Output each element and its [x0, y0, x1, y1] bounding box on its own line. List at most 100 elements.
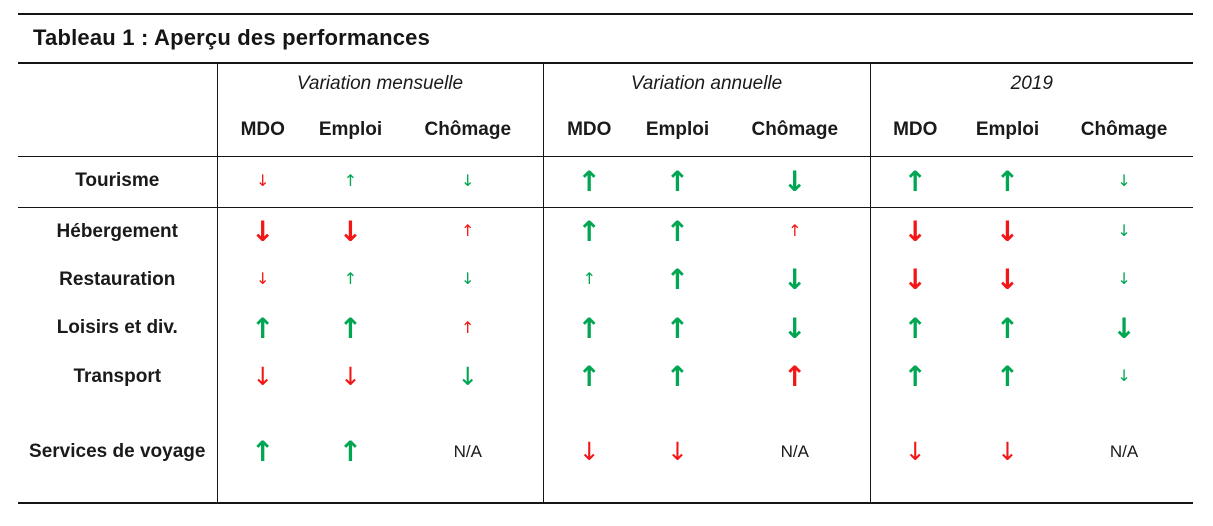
arrow-down-icon: ↓	[1117, 220, 1131, 240]
row-label: Hébergement	[56, 220, 178, 242]
table-cell: ↑	[393, 304, 543, 352]
top-rule	[18, 13, 1193, 15]
arrow-down-icon: ↓	[997, 436, 1018, 466]
table-cell: ↓	[1055, 304, 1193, 352]
arrow-up-icon: ↑	[903, 164, 928, 198]
column-header: Chômage	[393, 104, 544, 157]
corner-cell	[18, 63, 217, 104]
arrow-down-icon: ↓	[667, 436, 688, 466]
arrow-up-icon: ↑	[461, 317, 475, 337]
table-cell: ↑	[635, 207, 720, 256]
arrow-up-icon: ↑	[665, 214, 690, 248]
table-row: Restauration ↓ ↑ ↓ ↑ ↑ ↓ ↓ ↓ ↓	[18, 255, 1193, 305]
table-cell: ↓	[1055, 256, 1193, 304]
arrow-up-icon: ↑	[783, 360, 807, 394]
table-cell: ↓	[393, 256, 543, 304]
arrow-down-icon: ↓	[256, 170, 270, 190]
arrow-down-icon: ↓	[995, 214, 1020, 248]
table-cell: ↓	[1055, 353, 1193, 401]
row-label: Loisirs et div.	[56, 317, 178, 339]
arrow-down-icon: ↓	[903, 214, 928, 248]
arrow-up-icon: ↑	[338, 311, 363, 345]
arrow-down-icon: ↓	[461, 170, 475, 190]
arrow-down-icon: ↓	[903, 263, 928, 297]
arrow-down-icon: ↓	[457, 362, 479, 392]
arrow-up-icon: ↑	[665, 164, 690, 198]
arrow-up-icon: ↑	[577, 214, 601, 248]
arrow-up-icon: ↑	[577, 164, 601, 198]
arrow-down-icon: ↓	[995, 263, 1020, 297]
table-cell: ↓	[720, 256, 870, 304]
table-cell: ↑	[308, 304, 393, 352]
table-cell: N/A	[720, 401, 870, 503]
table-cell: ↓	[308, 353, 393, 401]
arrow-up-icon: ↑	[665, 311, 690, 345]
column-header: Emploi	[308, 104, 393, 157]
performance-table: Variation mensuelle Variation annuelle 201…	[18, 62, 1194, 505]
table-cell: ↓	[308, 207, 393, 256]
na-value: N/A	[780, 441, 809, 461]
arrow-up-icon: ↑	[343, 269, 358, 289]
table-cell: ↑	[720, 207, 870, 256]
table-cell: ↑	[542, 304, 636, 353]
table-cell: ↓	[393, 353, 543, 401]
arrow-down-icon: ↓	[251, 214, 275, 248]
column-header: MDO	[542, 104, 636, 157]
table-cell: ↑	[960, 156, 1056, 208]
arrow-down-icon: ↓	[340, 362, 361, 392]
arrow-up-icon: ↑	[995, 360, 1020, 394]
row-label: Tourisme	[18, 156, 217, 208]
table-cell: ↓	[393, 156, 544, 208]
table-cell: ↑	[635, 256, 720, 304]
arrow-down-icon: ↓	[1117, 269, 1131, 289]
table-cell: ↑	[960, 304, 1055, 352]
table-cell: ↓	[869, 401, 961, 504]
table-row: Loisirs et div. ↑ ↑ ↑ ↑ ↑ ↓ ↑ ↑ ↓	[18, 304, 1193, 353]
arrow-up-icon: ↑	[995, 164, 1020, 198]
table-cell: ↑	[635, 156, 721, 208]
table-cell: ↑	[720, 353, 870, 401]
arrow-up-icon: ↑	[251, 434, 275, 468]
arrow-up-icon: ↑	[338, 434, 363, 468]
table-cell: ↑	[869, 304, 961, 353]
arrow-up-icon: ↑	[903, 311, 928, 345]
group-header-row: Variation mensuelle Variation annuelle 201…	[18, 63, 1194, 104]
table-cell: ↑	[308, 156, 393, 208]
arrow-down-icon: ↓	[783, 164, 807, 198]
arrow-down-icon: ↓	[1117, 366, 1131, 386]
table-cell: ↓	[1055, 156, 1194, 208]
table-cell: ↑	[216, 304, 308, 353]
table-cell: ↑	[542, 156, 636, 208]
group-header: Variation mensuelle	[216, 63, 544, 104]
table-cell: ↓	[720, 304, 870, 352]
group-header: Variation annuelle	[542, 63, 871, 104]
arrow-up-icon: ↑	[577, 360, 601, 394]
table-cell: N/A	[393, 401, 543, 503]
table-cell: ↓	[869, 207, 961, 256]
arrow-down-icon: ↓	[783, 263, 807, 297]
table-title: Tableau 1 : Aperçu des performances	[33, 25, 431, 50]
arrow-down-icon: ↓	[252, 362, 274, 392]
arrow-down-icon: ↓	[461, 269, 475, 289]
table-cell: ↓	[1055, 207, 1193, 256]
arrow-up-icon: ↑	[665, 263, 690, 297]
table-cell: ↑	[308, 401, 393, 503]
na-value: N/A	[1109, 441, 1139, 461]
arrow-up-icon: ↑	[461, 220, 475, 240]
table-cell: ↑	[635, 353, 720, 401]
table-cell: ↑	[216, 401, 308, 504]
arrow-up-icon: ↑	[788, 220, 802, 240]
table-cell: ↑	[542, 352, 636, 402]
table-cell: ↑	[542, 207, 636, 256]
table-row: Transport ↓ ↓ ↓ ↑ ↑ ↑ ↑ ↑ ↓	[18, 352, 1193, 402]
table-cell: ↑	[542, 255, 636, 305]
table-cell: ↓	[960, 207, 1055, 256]
table-cell: ↑	[308, 256, 393, 304]
arrow-down-icon: ↓	[1117, 170, 1131, 190]
table-cell: ↓	[720, 156, 871, 208]
column-header: MDO	[216, 104, 308, 157]
row-label: Services de voyage	[29, 440, 206, 462]
table-cell: ↓	[542, 401, 636, 504]
na-value: N/A	[453, 441, 482, 461]
column-header: Emploi	[960, 104, 1056, 157]
